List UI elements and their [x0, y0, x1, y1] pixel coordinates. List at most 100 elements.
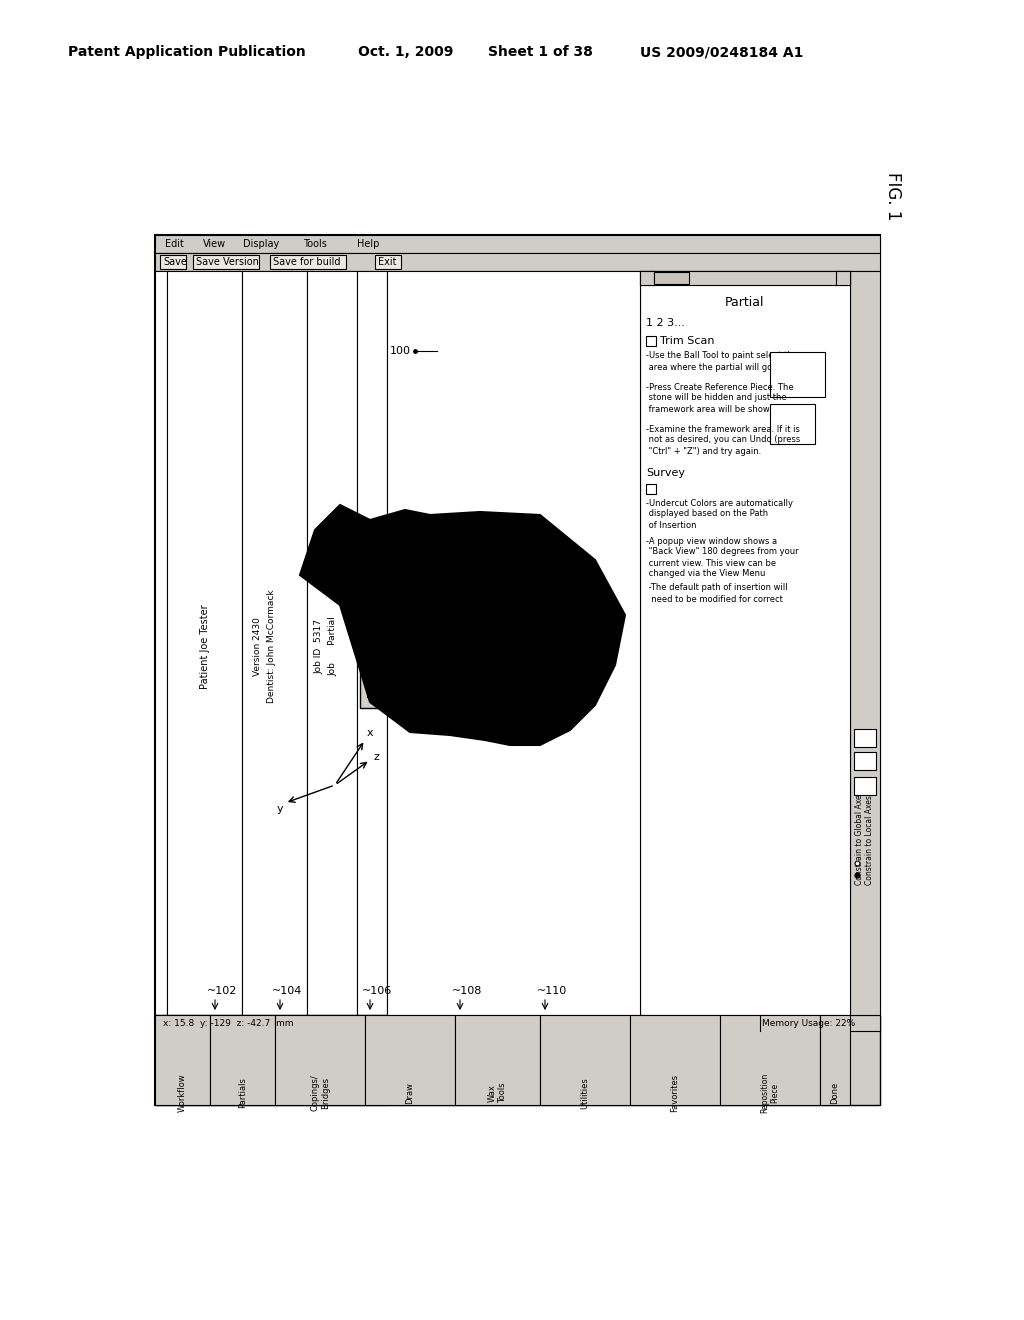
- Text: area where the partial will go.: area where the partial will go.: [646, 363, 775, 371]
- Text: -A popup view window shows a: -A popup view window shows a: [646, 536, 777, 545]
- Text: not as desired, you can Undo (press: not as desired, you can Undo (press: [646, 436, 800, 445]
- Bar: [646, 484, 656, 494]
- Text: Reposition
Piece: Reposition Piece: [760, 1073, 779, 1113]
- Bar: [155, 235, 880, 253]
- Bar: [155, 1015, 210, 1105]
- Text: Save: Save: [163, 257, 186, 267]
- Text: Patient Joe Tester: Patient Joe Tester: [200, 605, 210, 689]
- Polygon shape: [300, 506, 625, 744]
- Text: Done: Done: [830, 1082, 840, 1104]
- Bar: [836, 271, 850, 285]
- Bar: [270, 255, 346, 269]
- Text: Partial: Partial: [725, 297, 765, 309]
- Text: Partials: Partials: [238, 1077, 247, 1109]
- Bar: [820, 1015, 850, 1105]
- Text: Utilities: Utilities: [581, 1077, 590, 1109]
- Bar: [155, 235, 880, 1105]
- Text: Sheet 1 of 38: Sheet 1 of 38: [488, 45, 593, 59]
- Bar: [275, 1015, 365, 1105]
- Text: current view. This view can be: current view. This view can be: [646, 558, 776, 568]
- Text: Job ID  5317: Job ID 5317: [314, 619, 324, 673]
- Text: Version 2430: Version 2430: [253, 616, 261, 676]
- Text: x: 15.8  y: -129  z: -42.7  mm: x: 15.8 y: -129 z: -42.7 mm: [163, 1019, 294, 1027]
- Bar: [360, 668, 384, 708]
- Text: need to be modified for correct: need to be modified for correct: [646, 594, 783, 603]
- Text: y: y: [278, 804, 284, 814]
- Bar: [375, 255, 401, 269]
- Text: Survey: Survey: [646, 469, 685, 478]
- Text: Dentist: John McCormack: Dentist: John McCormack: [267, 590, 276, 704]
- Bar: [854, 752, 876, 770]
- Text: View: View: [203, 239, 226, 249]
- Text: ~110: ~110: [537, 986, 567, 997]
- Text: Trim Scan: Trim Scan: [660, 337, 715, 346]
- Text: 100: 100: [390, 346, 411, 356]
- Text: of Insertion: of Insertion: [646, 520, 696, 529]
- Text: ~108: ~108: [452, 986, 482, 997]
- Text: -Use the Ball Tool to paint select the: -Use the Ball Tool to paint select the: [646, 351, 798, 360]
- Text: III: III: [662, 273, 670, 282]
- Text: -The default path of insertion will: -The default path of insertion will: [646, 583, 787, 593]
- Text: Favorites: Favorites: [671, 1074, 680, 1111]
- Text: x: x: [367, 729, 374, 738]
- Text: Save for build: Save for build: [273, 257, 341, 267]
- Text: ~106: ~106: [362, 986, 392, 997]
- Bar: [307, 271, 357, 1105]
- Text: "Back View" 180 degrees from your: "Back View" 180 degrees from your: [646, 548, 799, 557]
- Text: Display: Display: [243, 239, 280, 249]
- Bar: [160, 255, 186, 269]
- Text: Memory Usage: 22%: Memory Usage: 22%: [762, 1019, 855, 1027]
- Bar: [210, 1015, 275, 1105]
- Text: changed via the View Menu: changed via the View Menu: [646, 569, 765, 578]
- Text: ~104: ~104: [272, 986, 302, 997]
- Bar: [155, 253, 880, 271]
- Text: displayed based on the Path: displayed based on the Path: [646, 510, 768, 519]
- Text: Tools: Tools: [303, 239, 327, 249]
- Text: FIG. 1: FIG. 1: [884, 172, 902, 220]
- Bar: [387, 271, 640, 1015]
- Bar: [365, 1015, 455, 1105]
- Text: Save Version: Save Version: [196, 257, 259, 267]
- Text: Exit: Exit: [367, 678, 377, 697]
- Text: Workflow: Workflow: [178, 1073, 187, 1113]
- Bar: [455, 1015, 540, 1105]
- Text: Copings/
Bridges: Copings/ Bridges: [310, 1074, 330, 1111]
- Text: -Examine the framework area. If it is: -Examine the framework area. If it is: [646, 425, 800, 433]
- Text: stone will be hidden and just the: stone will be hidden and just the: [646, 393, 786, 403]
- Text: z: z: [373, 752, 379, 762]
- Bar: [640, 271, 850, 1015]
- Bar: [357, 271, 387, 1105]
- Text: 1 2 3...: 1 2 3...: [646, 318, 685, 327]
- Text: -Undercut Colors are automatically: -Undercut Colors are automatically: [646, 499, 793, 507]
- Text: Wax
Tools: Wax Tools: [487, 1082, 507, 1104]
- Text: Edit: Edit: [165, 239, 184, 249]
- Bar: [770, 352, 825, 397]
- Bar: [155, 1015, 880, 1031]
- Bar: [540, 1015, 630, 1105]
- Bar: [155, 271, 167, 1105]
- Text: Draw: Draw: [406, 1082, 415, 1104]
- Text: US 2009/0248184 A1: US 2009/0248184 A1: [640, 45, 804, 59]
- Bar: [193, 255, 259, 269]
- Text: <: <: [643, 273, 651, 282]
- Bar: [770, 404, 815, 444]
- Bar: [242, 271, 307, 1105]
- Bar: [654, 272, 689, 284]
- Text: Constrain to Local Axes: Constrain to Local Axes: [865, 795, 874, 884]
- Bar: [854, 777, 876, 795]
- Text: ~102: ~102: [207, 986, 238, 997]
- Bar: [167, 271, 242, 1105]
- Text: Oct. 1, 2009: Oct. 1, 2009: [358, 45, 454, 59]
- Bar: [155, 1015, 880, 1105]
- Bar: [646, 337, 656, 346]
- Bar: [854, 729, 876, 747]
- Text: Patent Application Publication: Patent Application Publication: [68, 45, 306, 59]
- Bar: [640, 271, 850, 285]
- Bar: [630, 1015, 720, 1105]
- Text: "Ctrl" + "Z") and try again.: "Ctrl" + "Z") and try again.: [646, 446, 761, 455]
- Bar: [720, 1015, 820, 1105]
- Bar: [850, 271, 880, 1015]
- Text: Exit: Exit: [378, 257, 396, 267]
- Text: >: >: [839, 273, 847, 282]
- Text: Constrain to Global Axes: Constrain to Global Axes: [855, 791, 864, 884]
